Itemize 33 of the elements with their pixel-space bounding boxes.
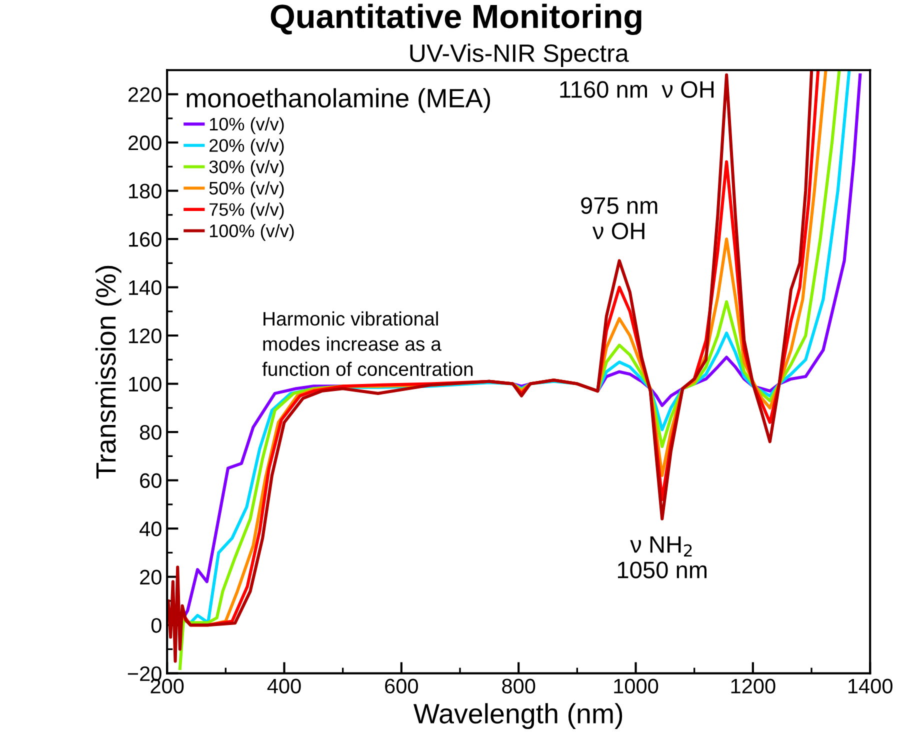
x-tick-label: 600 — [385, 678, 418, 694]
y-tick-label: 160 — [129, 232, 162, 247]
y-tick-label: 180 — [129, 184, 162, 199]
x-tick-label: 1400 — [848, 678, 892, 694]
legend-label: 20% (v/v) — [210, 138, 284, 156]
x-tick-label: 400 — [267, 678, 301, 694]
y-axis-title: Transmission (%) — [95, 266, 122, 479]
x-axis-title: Wavelength (nm) — [413, 703, 622, 730]
y-tick-label: 140 — [129, 280, 162, 296]
chart-title: Quantitative Monitoring — [270, 4, 642, 35]
y-tick-label: 20 — [140, 570, 162, 585]
annotation: 1160 nm ν OH — [560, 81, 714, 98]
y-tick-label: 220 — [128, 87, 162, 102]
y-tick-label: 60 — [140, 473, 162, 488]
y-tick-label: 120 — [129, 328, 162, 344]
x-tick-label: 800 — [502, 678, 536, 694]
legend-label: 10% (v/v) — [210, 117, 284, 134]
legend-label: 75% (v/v) — [210, 202, 284, 220]
y-tick-label: 100 — [129, 376, 162, 392]
annotation: 975 nm ν OH — [581, 197, 658, 240]
x-tick-label: 1200 — [731, 678, 776, 694]
legend-label: 50% (v/v) — [209, 181, 284, 198]
annotation: Harmonic vibrational modes increase as a function of concentration — [262, 311, 473, 376]
legend-label: 30% (v/v) — [209, 160, 284, 177]
y-tick-label: 80 — [140, 425, 162, 440]
x-tick-label: 1000 — [614, 678, 658, 694]
chart-subtitle: UV-Vis-NIR Spectra — [410, 44, 629, 67]
y-tick-label: 40 — [140, 522, 162, 536]
annotation: ν NH$_{2}$ 1050 nm — [618, 536, 707, 578]
y-tick-label: 200 — [128, 136, 162, 150]
legend-label: 100% (v/v) — [210, 224, 294, 241]
y-tick-label: 0 — [151, 618, 162, 633]
legend-title: monoethanolamine (MEA) — [186, 88, 490, 113]
